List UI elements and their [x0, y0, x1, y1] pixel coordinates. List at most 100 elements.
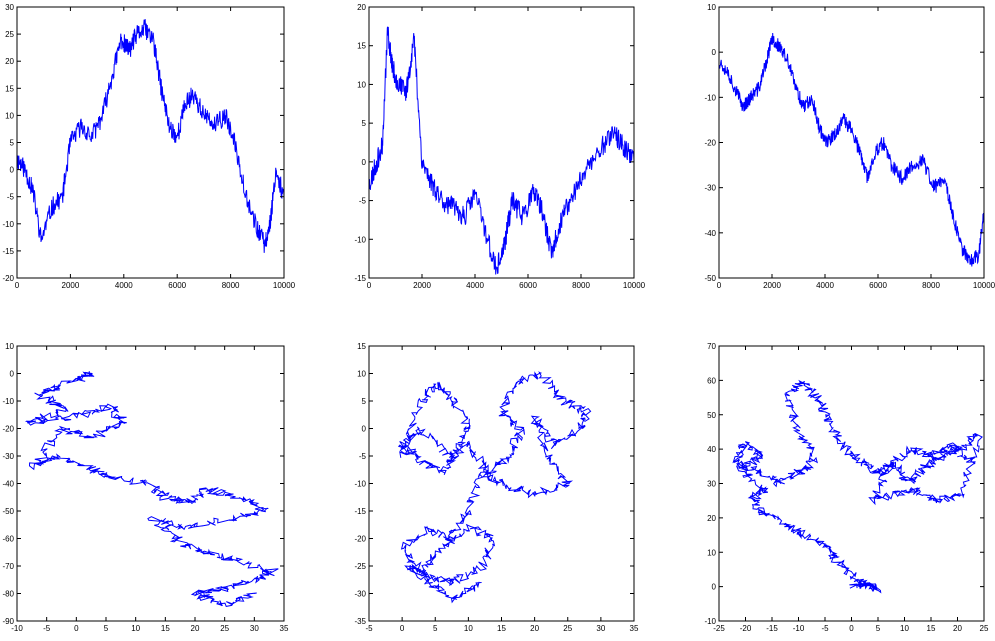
y-tick-label: 60: [707, 376, 716, 385]
y-tick-label: -10: [704, 617, 716, 626]
x-tick-label: 10: [900, 624, 909, 633]
y-tick-label: 5: [10, 139, 15, 148]
x-tick-label: 15: [497, 624, 506, 633]
y-tick-label: 20: [5, 57, 14, 66]
x-tick-label: 0: [74, 624, 79, 633]
y-tick-label: -30: [354, 590, 366, 599]
x-tick-label: 8000: [922, 281, 940, 290]
x-tick-label: 6000: [869, 281, 887, 290]
x-tick-label: 0: [367, 281, 372, 290]
x-tick-label: 10000: [623, 281, 646, 290]
x-tick-label: 25: [220, 624, 229, 633]
y-tick-label: -20: [2, 425, 14, 434]
x-tick-label: -5: [821, 624, 829, 633]
y-tick-label: -5: [359, 452, 367, 461]
y-tick-label: 10: [707, 548, 716, 557]
x-tick-label: 15: [927, 624, 936, 633]
subplot-2: 0 2000 4000 6000 8000 10000 -15 -10 -5 0 5 10 15 20: [354, 3, 645, 290]
y-tick-label: 5: [362, 397, 367, 406]
axes-box: [718, 345, 985, 622]
x-tick-label: 5: [104, 624, 109, 633]
x-tick-label: 25: [563, 624, 572, 633]
y-tick-label: 5: [362, 119, 367, 128]
x-tick-label: -20: [740, 624, 752, 633]
y-tick-label: -40: [704, 229, 716, 238]
y-tick-label: 10: [5, 111, 14, 120]
x-tick-label: 4000: [115, 281, 133, 290]
y-tick-label: 0: [712, 583, 717, 592]
x-tick-label: -15: [766, 624, 778, 633]
y-tick-label: 0: [362, 425, 367, 434]
y-tick-label: 0: [10, 166, 15, 175]
y-tick-label: -25: [354, 562, 366, 571]
x-tick-label: 20: [530, 624, 539, 633]
y-tick-label: -30: [2, 452, 14, 461]
subplot-4: -10 -5 0 5 10 15 20 25 30 35-90-80-70-60-50-40-30…: [2, 342, 289, 633]
x-tick-label: 8000: [572, 281, 590, 290]
x-tick-label: 0: [717, 281, 722, 290]
series-line-4: [24, 371, 279, 607]
x-tick-label: 15: [161, 624, 170, 633]
y-tick-label: -10: [354, 235, 366, 244]
y-tick-label: -30: [704, 184, 716, 193]
x-tick-label: 20: [953, 624, 962, 633]
y-tick-label: 50: [707, 411, 716, 420]
y-tick-label: -70: [2, 562, 14, 571]
y-tick-label: -50: [704, 274, 716, 283]
y-tick-label: -60: [2, 535, 14, 544]
y-tick-label: 15: [357, 342, 366, 351]
y-tick-label: 0: [712, 48, 717, 57]
y-tick-label: 0: [362, 158, 367, 167]
y-tick-label: 20: [707, 514, 716, 523]
axes-box: [16, 6, 285, 279]
y-tick-label: 25: [5, 30, 14, 39]
x-tick-label: 6000: [168, 281, 186, 290]
x-tick-label: 8000: [222, 281, 240, 290]
y-tick-label: 15: [357, 42, 366, 51]
x-tick-label: -10: [793, 624, 805, 633]
y-tick-label: 30: [707, 480, 716, 489]
y-tick-label: 40: [707, 445, 716, 454]
x-tick-label: 10000: [973, 281, 995, 290]
x-tick-label: 10: [464, 624, 473, 633]
series-line-5: [397, 371, 592, 604]
x-tick-label: -10: [11, 624, 23, 633]
y-tick-label: -20: [2, 274, 14, 283]
x-tick-label: 2000: [413, 281, 431, 290]
y-tick-label: -90: [2, 617, 14, 626]
y-tick-label: -10: [704, 93, 716, 102]
axes-box: [718, 6, 985, 279]
series-line-6: [732, 379, 983, 594]
series-line-1: [17, 19, 284, 253]
y-tick-label: 10: [357, 80, 366, 89]
y-tick-label: -80: [2, 590, 14, 599]
y-tick-label: -35: [354, 617, 366, 626]
x-tick-label: 35: [630, 624, 639, 633]
y-tick-label: -40: [2, 480, 14, 489]
x-tick-label: -25: [713, 624, 725, 633]
y-tick-label: -15: [354, 507, 366, 516]
x-tick-label: 35: [280, 624, 289, 633]
y-tick-label: -10: [2, 220, 14, 229]
series-line-2: [369, 26, 634, 275]
x-tick-label: 2000: [62, 281, 80, 290]
subplot-5: -5 0 5 10 15 20 25 30 35 -35 -30 -25 -20 -15 -10 -5 0 5 10…: [354, 342, 639, 633]
x-tick-label: 6000: [519, 281, 537, 290]
y-tick-label: -10: [2, 397, 14, 406]
x-tick-label: 20: [191, 624, 200, 633]
x-tick-label: 5: [433, 624, 438, 633]
y-tick-label: -5: [359, 197, 367, 206]
y-tick-label: 10: [707, 3, 716, 12]
y-tick-label: 10: [357, 370, 366, 379]
y-tick-label: -10: [354, 480, 366, 489]
subplot-6: -25 -20 -15 -10 -5 0 5 10 15 20 25 -10 0 10 20 30 40 50 60…: [704, 342, 989, 633]
y-tick-label: -15: [2, 247, 14, 256]
x-tick-label: -5: [43, 624, 51, 633]
axes-box: [368, 345, 635, 622]
x-tick-label: 4000: [466, 281, 484, 290]
y-tick-label: 70: [707, 342, 716, 351]
axes-box: [368, 6, 635, 279]
y-tick-label: -5: [7, 193, 15, 202]
subplot-3: 0 2000 4000 6000 8000 10000 -50 -40 -30 -20 -10 0 10: [704, 3, 995, 290]
x-tick-label: 30: [250, 624, 259, 633]
